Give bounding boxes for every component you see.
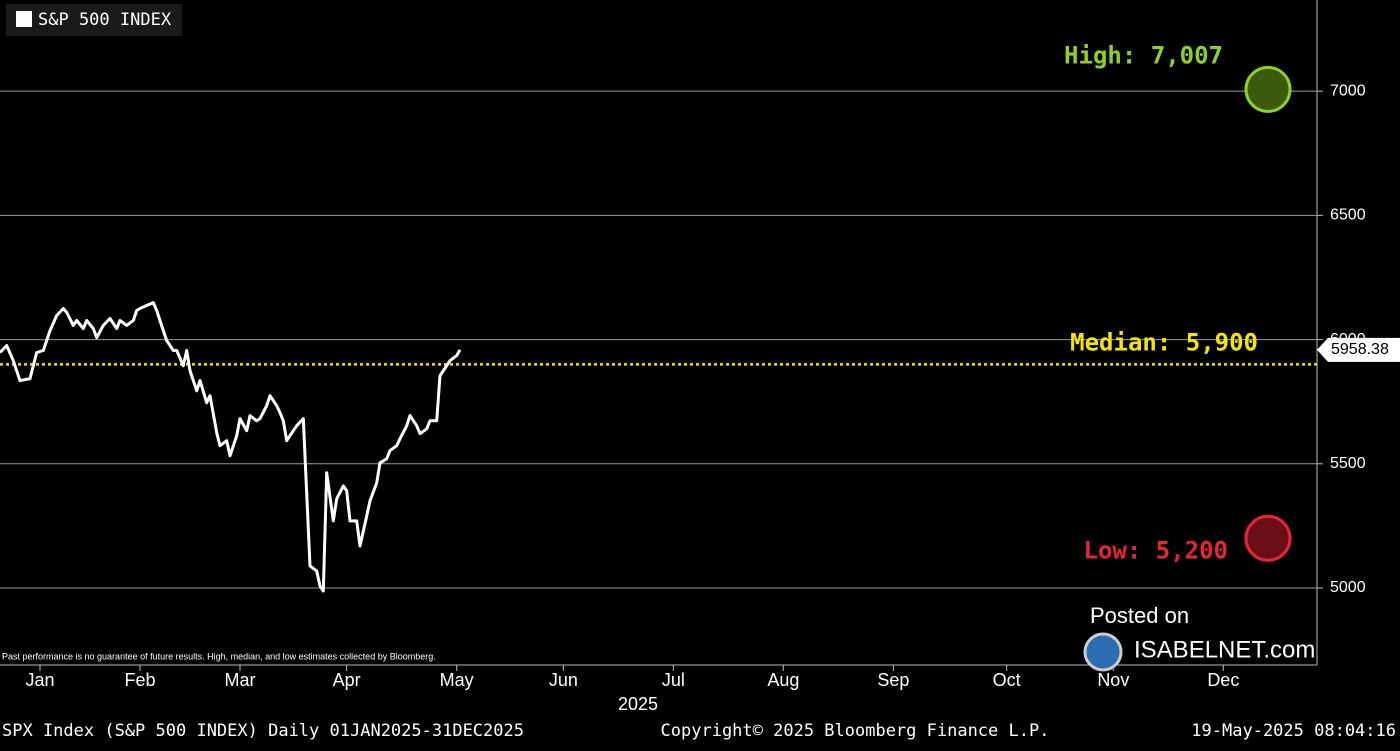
x-tick-label: Nov	[1097, 670, 1129, 690]
high-label: High: 7,007	[1064, 41, 1223, 69]
y-tick-label: 5000	[1330, 579, 1366, 596]
x-tick-label: Apr	[333, 670, 361, 690]
price-line	[0, 301, 462, 593]
legend-label: S&P 500 INDEX	[38, 10, 172, 30]
x-tick-label: Oct	[993, 670, 1021, 690]
x-tick-label: Jan	[25, 670, 54, 690]
watermark-line1: Posted on	[1090, 603, 1189, 628]
x-tick-label: May	[440, 670, 474, 690]
x-tick-label: Dec	[1207, 670, 1239, 690]
y-tick-label: 5500	[1330, 455, 1366, 472]
legend-swatch	[16, 11, 32, 27]
x-year-label: 2025	[618, 694, 658, 714]
low-label: Low: 5,200	[1084, 536, 1229, 564]
footer-center: Copyright© 2025 Bloomberg Finance L.P.	[661, 721, 1050, 741]
x-tick-label: Mar	[225, 670, 256, 690]
footer-left: SPX Index (S&P 500 INDEX) Daily 01JAN202…	[2, 721, 524, 741]
disclaimer: Past performance is no guarantee of futu…	[2, 651, 436, 661]
y-tick-label: 7000	[1330, 82, 1366, 99]
low-marker	[1244, 514, 1292, 562]
x-tick-label: Jun	[549, 670, 578, 690]
last-price-tag	[1317, 337, 1400, 362]
footer-right: 19-May-2025 08:04:16	[1191, 721, 1396, 741]
high-marker	[1244, 65, 1292, 113]
x-tick-label: Feb	[124, 670, 155, 690]
x-tick-label: Jul	[662, 670, 685, 690]
x-tick-label: Aug	[767, 670, 799, 690]
median-label: Median: 5,900	[1070, 328, 1258, 356]
watermark-line2: ISABELNET.com	[1134, 636, 1315, 663]
x-tick-label: Sep	[877, 670, 909, 690]
watermark-logo	[1083, 632, 1123, 672]
last-price-label: 5958.38	[1331, 341, 1389, 358]
y-tick-label: 6500	[1330, 207, 1366, 224]
legend-box	[6, 4, 182, 36]
